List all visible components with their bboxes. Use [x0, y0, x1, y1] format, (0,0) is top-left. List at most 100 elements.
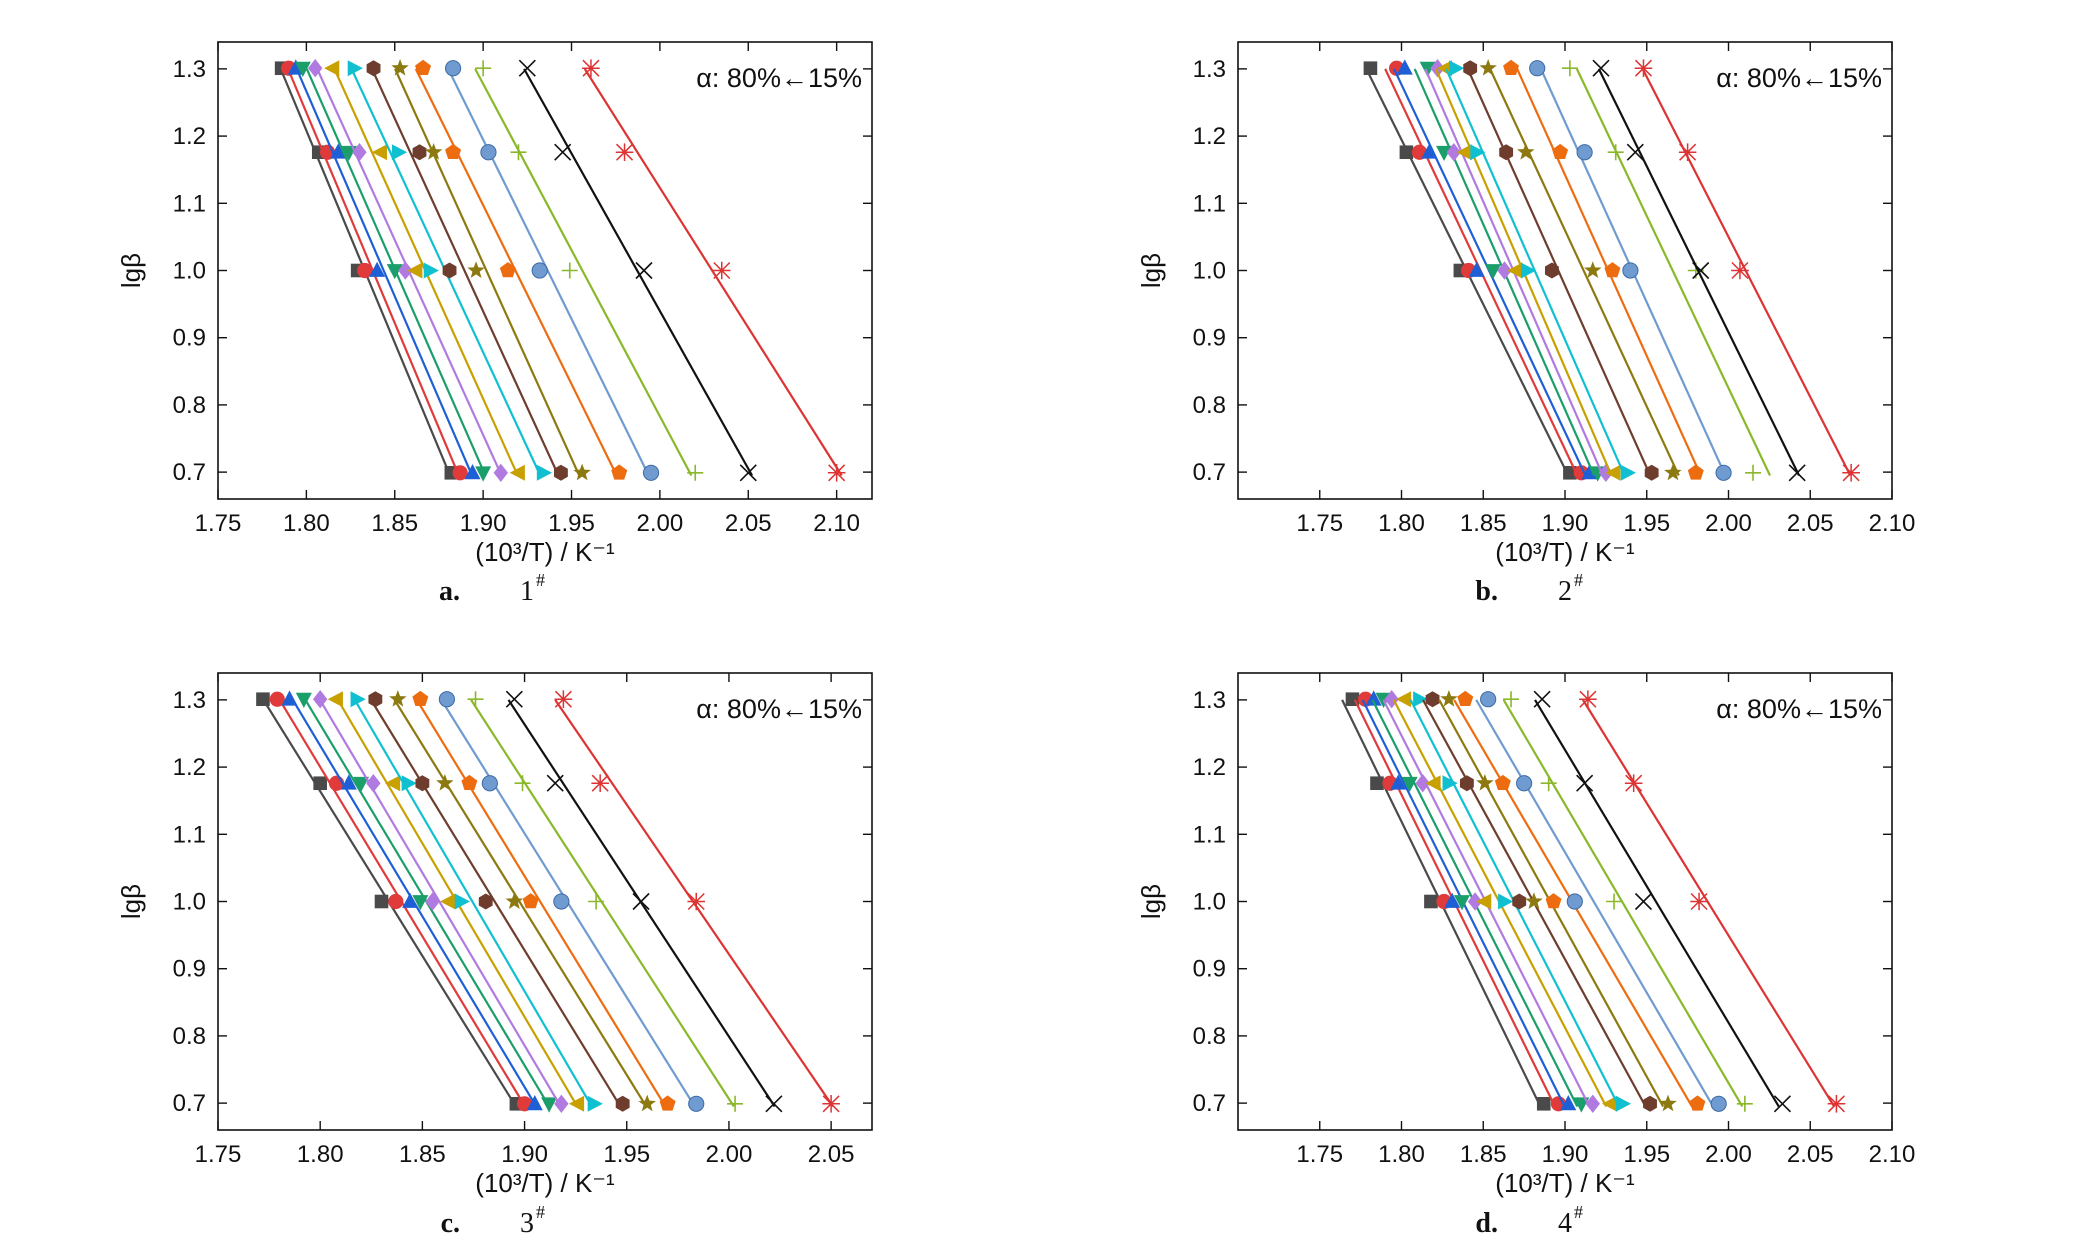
fit-line — [470, 699, 735, 1108]
data-point — [467, 691, 484, 708]
data-point — [412, 144, 427, 161]
data-point — [1517, 143, 1535, 160]
y-tick-label: 1.0 — [173, 889, 206, 916]
data-point — [499, 262, 516, 278]
data-point — [402, 892, 419, 908]
data-point — [1622, 262, 1639, 279]
panel-caption-label: a. — [439, 576, 460, 607]
data-point — [347, 60, 363, 77]
series-8 — [1463, 60, 1659, 481]
x-tick-label: 2.00 — [637, 510, 684, 537]
data-point — [1585, 1094, 1600, 1113]
alpha-annotation: α: 80%←15% — [696, 694, 862, 724]
y-axis-label: lgβ — [116, 884, 146, 919]
data-point — [438, 691, 455, 708]
data-point — [505, 892, 524, 909]
x-tick-label: 1.95 — [1623, 510, 1670, 537]
x-axis-label: (10³/T) / K⁻¹ — [475, 537, 615, 567]
data-point — [1692, 261, 1710, 280]
data-point — [827, 463, 846, 482]
y-tick-label: 1.1 — [173, 821, 206, 848]
data-point — [1710, 1095, 1727, 1112]
data-point — [256, 692, 270, 707]
series-9 — [391, 59, 591, 481]
fit-line — [414, 68, 618, 476]
series-8 — [368, 691, 630, 1112]
x-tick-label: 1.75 — [1296, 510, 1343, 537]
data-point — [1788, 464, 1806, 482]
y-tick-label: 0.7 — [173, 459, 206, 486]
series-3 — [281, 690, 543, 1111]
data-point — [591, 774, 609, 793]
y-tick-label: 1.3 — [173, 56, 206, 83]
y-tick-label: 1.2 — [173, 123, 206, 150]
data-point — [1624, 774, 1643, 793]
panel-caption-label: c. — [441, 1208, 460, 1239]
x-tick-label: 1.85 — [1460, 1141, 1507, 1168]
data-point — [1626, 143, 1644, 161]
series-9 — [1479, 59, 1682, 481]
data-point — [582, 59, 600, 78]
data-point — [454, 893, 471, 910]
fit-line — [295, 68, 474, 476]
fit-line — [447, 68, 650, 476]
series-11 — [444, 60, 660, 481]
data-point — [1736, 1095, 1753, 1112]
data-point — [369, 261, 386, 277]
fit-line — [1466, 68, 1652, 476]
series-5 — [308, 59, 509, 482]
data-point — [1545, 893, 1562, 909]
data-point — [461, 774, 478, 791]
fit-line — [474, 68, 693, 476]
panel-caption-mark: # — [536, 1202, 545, 1222]
series-14 — [582, 59, 846, 482]
data-point — [475, 466, 492, 482]
data-point — [1634, 59, 1653, 78]
alpha-annotation: α: 80%←15% — [696, 63, 862, 93]
data-point — [1396, 59, 1413, 75]
data-point — [554, 1094, 569, 1113]
panel-caption-mark: # — [1574, 570, 1583, 590]
data-point — [1540, 775, 1557, 792]
data-point — [475, 60, 492, 77]
series-13 — [505, 690, 783, 1113]
chart-panel-d: 1.75 1.80 1.85 1.90 1.95 2.00 2.05 2.10 0.7 0.8 0.… — [1136, 672, 1915, 1198]
data-point — [1659, 1094, 1677, 1112]
series-14 — [1579, 690, 1846, 1113]
data-point — [313, 776, 327, 791]
panel-caption-mark: # — [1574, 1202, 1583, 1222]
y-axis-label: lgβ — [1136, 253, 1166, 288]
data-point — [611, 464, 628, 480]
data-point — [687, 464, 704, 481]
data-point — [1446, 143, 1462, 162]
data-point — [1773, 1095, 1792, 1113]
data-point — [1449, 60, 1465, 77]
data-point — [327, 691, 343, 708]
series-13 — [518, 59, 757, 482]
data-point — [1453, 895, 1470, 911]
series-12 — [467, 691, 744, 1112]
data-point — [1584, 261, 1602, 278]
data-point — [1499, 144, 1514, 161]
data-point — [1576, 774, 1594, 792]
data-point — [330, 143, 347, 159]
panel-caption-sample: 4 — [1558, 1208, 1572, 1239]
x-tick-label: 2.00 — [1705, 510, 1752, 537]
data-point — [1494, 774, 1511, 791]
data-point — [536, 464, 553, 481]
data-point — [1601, 1095, 1618, 1112]
data-point — [635, 261, 653, 280]
data-point — [514, 775, 531, 792]
data-point — [1467, 892, 1483, 911]
x-tick-label: 1.80 — [1378, 1141, 1425, 1168]
data-point — [415, 59, 432, 76]
data-point — [1384, 690, 1399, 709]
data-point — [1421, 143, 1438, 159]
data-point — [1605, 464, 1621, 481]
data-point — [401, 775, 417, 792]
data-point — [526, 1094, 543, 1111]
y-tick-label: 1.3 — [173, 687, 206, 714]
data-point — [294, 61, 311, 78]
data-point — [1606, 893, 1623, 910]
y-tick-label: 0.8 — [1193, 1023, 1226, 1050]
